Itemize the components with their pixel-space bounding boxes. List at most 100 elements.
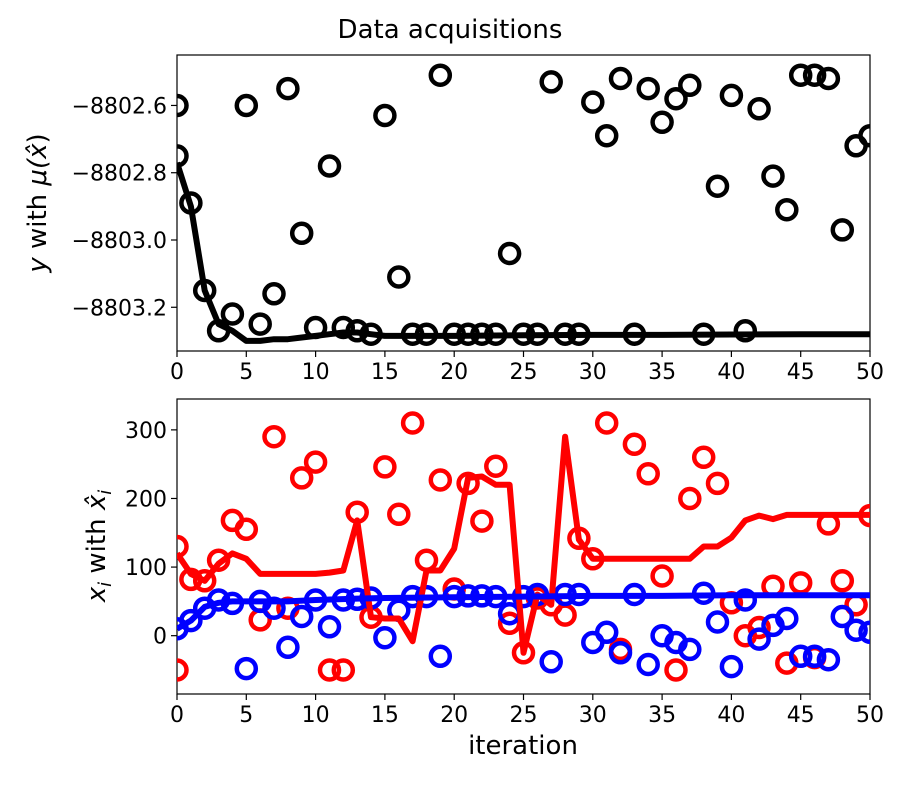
- top-x-tick-label: 20: [440, 360, 468, 385]
- bottom-blue-point: [539, 650, 563, 674]
- bottom-red-point: [747, 615, 771, 640]
- bottom-x-tick-label: 25: [510, 703, 538, 728]
- bottom-x-tick-label: 35: [648, 703, 676, 728]
- bottom-red-point: [234, 517, 259, 542]
- top-x-tick-label: 35: [648, 360, 676, 385]
- bottom-x-tick-label: 20: [440, 703, 468, 728]
- top-x-tick-label: 0: [170, 360, 184, 385]
- bottom-red-point: [594, 411, 619, 435]
- top-black-point: [276, 76, 300, 101]
- bottom-red-point: [636, 462, 660, 486]
- bottom-red-point: [331, 658, 356, 682]
- bottom-blue-point: [608, 641, 633, 665]
- top-black-point: [581, 90, 605, 114]
- top-black-point: [747, 97, 771, 121]
- top-y-tick-label: −8803.0: [72, 229, 167, 254]
- bottom-blue-point: [179, 608, 203, 633]
- bottom-x-tick-label: 40: [717, 703, 745, 728]
- bottom-blue-point: [747, 627, 771, 651]
- top-x-tick-label: 5: [239, 360, 253, 385]
- bottom-red-point: [177, 534, 189, 559]
- bottom-red-point: [484, 454, 508, 478]
- top-x-tick-label: 15: [371, 360, 399, 385]
- bottom-blue-point: [317, 615, 342, 639]
- bottom-y-tick-label: 100: [125, 556, 167, 581]
- top-black-point: [678, 73, 702, 98]
- bottom-red-point: [303, 450, 328, 474]
- bottom-x-axis-label: iteration: [468, 731, 578, 761]
- bottom-red-point: [788, 571, 813, 595]
- bottom-blue-point: [636, 652, 660, 677]
- bottom-y-ticks: 0 100 200 300: [125, 419, 177, 650]
- bottom-y-tick-label: 200: [125, 487, 167, 512]
- bottom-x-tick-label: 5: [239, 703, 253, 728]
- bottom-y-axis-label: xi with x̂i: [82, 490, 116, 604]
- top-black-point: [636, 76, 660, 101]
- bottom-blue-point: [733, 588, 758, 612]
- top-black-line: [177, 161, 870, 344]
- bottom-blue-point: [775, 606, 799, 631]
- top-black-point: [262, 282, 286, 306]
- top-black-point: [705, 174, 730, 198]
- bottom-blue-point: [428, 644, 453, 669]
- bottom-blue-point: [719, 654, 744, 679]
- top-black-point: [761, 164, 785, 188]
- top-y-tick-label: −8802.6: [72, 94, 167, 119]
- bottom-red-point: [705, 471, 730, 496]
- bottom-panel: 0 5 10 15 20 25 30 35 40 45 50 0 100 200 300 iteratio…: [82, 398, 884, 761]
- bottom-red-point: [400, 411, 425, 435]
- bottom-red-point: [553, 603, 577, 627]
- top-black-point: [775, 197, 799, 222]
- top-black-point: [331, 315, 356, 340]
- bottom-blue-point: [816, 647, 841, 672]
- top-black-point: [719, 83, 744, 108]
- top-black-point: [387, 265, 411, 289]
- top-black-point: [802, 63, 827, 87]
- bottom-blue-point: [705, 610, 730, 634]
- top-black-point: [248, 312, 272, 336]
- top-y-tick-label: −8802.8: [72, 162, 167, 187]
- top-black-point: [788, 63, 813, 87]
- bottom-blue-point: [234, 656, 259, 681]
- top-y-axis-label: y with μ(x̂): [23, 133, 53, 273]
- bottom-x-tick-label: 30: [579, 703, 607, 728]
- top-black-point: [816, 66, 841, 91]
- top-plot-area: [177, 63, 870, 346]
- top-black-point: [650, 110, 674, 135]
- bottom-red-point: [830, 569, 855, 593]
- top-black-point: [497, 241, 522, 266]
- top-black-point: [539, 70, 563, 94]
- top-black-point: [594, 123, 619, 148]
- bottom-y-tick-label: 300: [125, 419, 167, 444]
- bottom-series: [177, 411, 870, 682]
- top-black-point: [664, 86, 688, 111]
- top-black-point: [608, 66, 633, 91]
- bottom-red-point: [192, 569, 217, 593]
- top-x-tick-label: 10: [302, 360, 330, 385]
- bottom-red-point: [622, 432, 647, 457]
- bottom-x-tick-label: 10: [302, 703, 330, 728]
- bottom-blue-point: [830, 604, 855, 629]
- bottom-x-tick-label: 15: [371, 703, 399, 728]
- top-black-point: [317, 154, 342, 178]
- top-black-point: [177, 144, 189, 168]
- bottom-x-ticks: 0 5 10 15 20 25 30 35 40 45 50: [170, 694, 884, 728]
- bottom-blue-point: [594, 620, 619, 645]
- bottom-blue-line: [177, 592, 870, 632]
- bottom-blue-point: [373, 625, 397, 650]
- bottom-red-point: [177, 658, 189, 682]
- bottom-blue-point: [289, 604, 314, 629]
- top-x-tick-label: 50: [856, 360, 884, 385]
- top-black-point: [428, 63, 453, 87]
- bottom-x-tick-label: 45: [787, 703, 815, 728]
- top-panel: 0 5 10 15 20 25 30 35 40 45 50 −8803.2 −8803.0 −8802…: [23, 54, 884, 385]
- bottom-red-point: [678, 486, 702, 511]
- top-black-point: [733, 319, 758, 343]
- bottom-red-line: [177, 433, 870, 656]
- bottom-y-tick-label: 0: [153, 625, 167, 650]
- chart-title: Data acquisitions: [338, 15, 563, 45]
- top-y-ticks: −8803.2 −8803.0 −8802.8 −8802.6: [72, 94, 177, 321]
- top-x-tick-label: 30: [579, 360, 607, 385]
- top-black-point: [289, 221, 314, 246]
